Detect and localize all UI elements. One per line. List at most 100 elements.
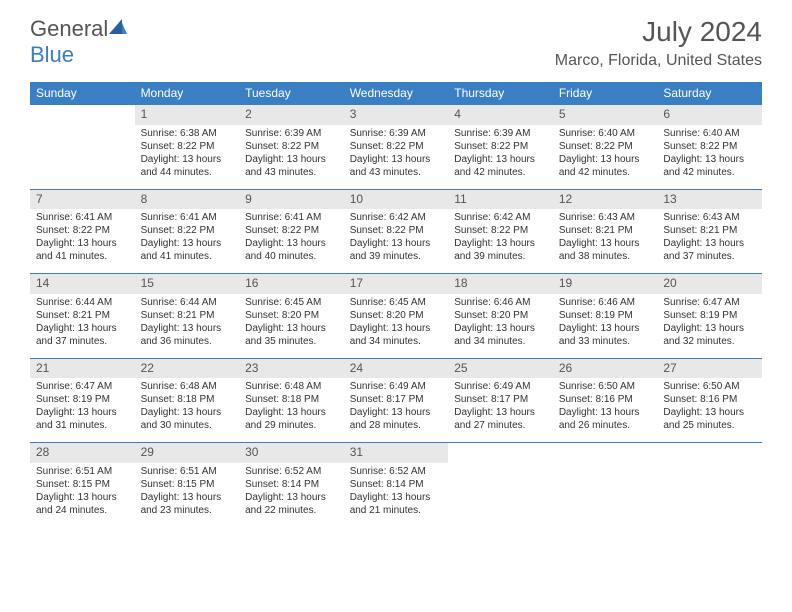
daylight-line2: and 32 minutes. (663, 335, 756, 348)
day-cell: Sunrise: 6:40 AMSunset: 8:22 PMDaylight:… (553, 125, 658, 190)
sunset-text: Sunset: 8:22 PM (454, 224, 547, 237)
day-cell: Sunrise: 6:41 AMSunset: 8:22 PMDaylight:… (135, 209, 240, 274)
day-cell: Sunrise: 6:52 AMSunset: 8:14 PMDaylight:… (239, 463, 344, 527)
daylight-line1: Daylight: 13 hours (454, 406, 547, 419)
daylight-line1: Daylight: 13 hours (454, 153, 547, 166)
sunset-text: Sunset: 8:14 PM (245, 478, 338, 491)
daylight-line1: Daylight: 13 hours (141, 237, 234, 250)
day-number (553, 443, 658, 463)
sunrise-text: Sunrise: 6:41 AM (36, 211, 129, 224)
sunrise-text: Sunrise: 6:48 AM (141, 380, 234, 393)
daylight-line2: and 36 minutes. (141, 335, 234, 348)
sunrise-text: Sunrise: 6:41 AM (141, 211, 234, 224)
day-cell: Sunrise: 6:51 AMSunset: 8:15 PMDaylight:… (135, 463, 240, 527)
title-block: July 2024 Marco, Florida, United States (555, 16, 762, 70)
day-cell: Sunrise: 6:42 AMSunset: 8:22 PMDaylight:… (448, 209, 553, 274)
daynum-row: 14151617181920 (30, 274, 762, 294)
daylight-line1: Daylight: 13 hours (141, 153, 234, 166)
day-number: 9 (239, 189, 344, 209)
daylight-line2: and 28 minutes. (350, 419, 443, 432)
daynum-row: 123456 (30, 105, 762, 125)
day-number: 4 (448, 105, 553, 125)
day-number: 20 (657, 274, 762, 294)
day-number: 14 (30, 274, 135, 294)
daylight-line2: and 40 minutes. (245, 250, 338, 263)
day-cell: Sunrise: 6:39 AMSunset: 8:22 PMDaylight:… (239, 125, 344, 190)
content-row: Sunrise: 6:51 AMSunset: 8:15 PMDaylight:… (30, 463, 762, 527)
sunset-text: Sunset: 8:22 PM (663, 140, 756, 153)
daylight-line1: Daylight: 13 hours (245, 406, 338, 419)
day-number: 24 (344, 358, 449, 378)
sunset-text: Sunset: 8:21 PM (141, 309, 234, 322)
sunrise-text: Sunrise: 6:39 AM (454, 127, 547, 140)
day-number (448, 443, 553, 463)
daylight-line1: Daylight: 13 hours (559, 237, 652, 250)
day-number: 19 (553, 274, 658, 294)
day-number: 30 (239, 443, 344, 463)
day-cell: Sunrise: 6:49 AMSunset: 8:17 PMDaylight:… (448, 378, 553, 443)
day-cell: Sunrise: 6:39 AMSunset: 8:22 PMDaylight:… (344, 125, 449, 190)
daylight-line1: Daylight: 13 hours (245, 153, 338, 166)
daylight-line1: Daylight: 13 hours (141, 406, 234, 419)
daylight-line2: and 41 minutes. (36, 250, 129, 263)
daylight-line2: and 30 minutes. (141, 419, 234, 432)
day-number: 31 (344, 443, 449, 463)
sunrise-text: Sunrise: 6:51 AM (141, 465, 234, 478)
daylight-line1: Daylight: 13 hours (663, 237, 756, 250)
sunset-text: Sunset: 8:18 PM (141, 393, 234, 406)
sunset-text: Sunset: 8:22 PM (350, 224, 443, 237)
daylight-line1: Daylight: 13 hours (350, 406, 443, 419)
sunset-text: Sunset: 8:21 PM (36, 309, 129, 322)
day-number: 2 (239, 105, 344, 125)
daylight-line2: and 24 minutes. (36, 504, 129, 517)
sunrise-text: Sunrise: 6:48 AM (245, 380, 338, 393)
dayhead-wednesday: Wednesday (344, 82, 449, 105)
daylight-line1: Daylight: 13 hours (559, 322, 652, 335)
daylight-line1: Daylight: 13 hours (141, 491, 234, 504)
day-number: 25 (448, 358, 553, 378)
day-cell: Sunrise: 6:47 AMSunset: 8:19 PMDaylight:… (657, 294, 762, 359)
sunset-text: Sunset: 8:22 PM (454, 140, 547, 153)
sunrise-text: Sunrise: 6:49 AM (350, 380, 443, 393)
sunset-text: Sunset: 8:22 PM (245, 224, 338, 237)
dayhead-tuesday: Tuesday (239, 82, 344, 105)
day-number: 17 (344, 274, 449, 294)
sunrise-text: Sunrise: 6:44 AM (36, 296, 129, 309)
sunset-text: Sunset: 8:22 PM (141, 140, 234, 153)
day-number: 29 (135, 443, 240, 463)
dayhead-monday: Monday (135, 82, 240, 105)
day-number: 18 (448, 274, 553, 294)
day-cell: Sunrise: 6:39 AMSunset: 8:22 PMDaylight:… (448, 125, 553, 190)
daylight-line2: and 33 minutes. (559, 335, 652, 348)
day-number: 13 (657, 189, 762, 209)
daylight-line2: and 37 minutes. (36, 335, 129, 348)
sunset-text: Sunset: 8:20 PM (454, 309, 547, 322)
day-number: 8 (135, 189, 240, 209)
dayhead-sunday: Sunday (30, 82, 135, 105)
daylight-line2: and 27 minutes. (454, 419, 547, 432)
daylight-line2: and 34 minutes. (350, 335, 443, 348)
sunrise-text: Sunrise: 6:42 AM (350, 211, 443, 224)
sunset-text: Sunset: 8:17 PM (454, 393, 547, 406)
daylight-line2: and 43 minutes. (350, 166, 443, 179)
day-cell: Sunrise: 6:48 AMSunset: 8:18 PMDaylight:… (239, 378, 344, 443)
sunrise-text: Sunrise: 6:45 AM (245, 296, 338, 309)
day-number (657, 443, 762, 463)
daylight-line1: Daylight: 13 hours (36, 406, 129, 419)
sunset-text: Sunset: 8:22 PM (559, 140, 652, 153)
day-cell: Sunrise: 6:50 AMSunset: 8:16 PMDaylight:… (657, 378, 762, 443)
sunset-text: Sunset: 8:16 PM (559, 393, 652, 406)
daylight-line1: Daylight: 13 hours (454, 322, 547, 335)
content-row: Sunrise: 6:44 AMSunset: 8:21 PMDaylight:… (30, 294, 762, 359)
day-cell: Sunrise: 6:43 AMSunset: 8:21 PMDaylight:… (657, 209, 762, 274)
day-cell: Sunrise: 6:51 AMSunset: 8:15 PMDaylight:… (30, 463, 135, 527)
day-cell: Sunrise: 6:50 AMSunset: 8:16 PMDaylight:… (553, 378, 658, 443)
content-row: Sunrise: 6:38 AMSunset: 8:22 PMDaylight:… (30, 125, 762, 190)
daylight-line1: Daylight: 13 hours (36, 491, 129, 504)
daylight-line2: and 26 minutes. (559, 419, 652, 432)
day-number: 7 (30, 189, 135, 209)
sunrise-text: Sunrise: 6:43 AM (663, 211, 756, 224)
sunset-text: Sunset: 8:19 PM (663, 309, 756, 322)
daylight-line1: Daylight: 13 hours (141, 322, 234, 335)
daylight-line2: and 21 minutes. (350, 504, 443, 517)
